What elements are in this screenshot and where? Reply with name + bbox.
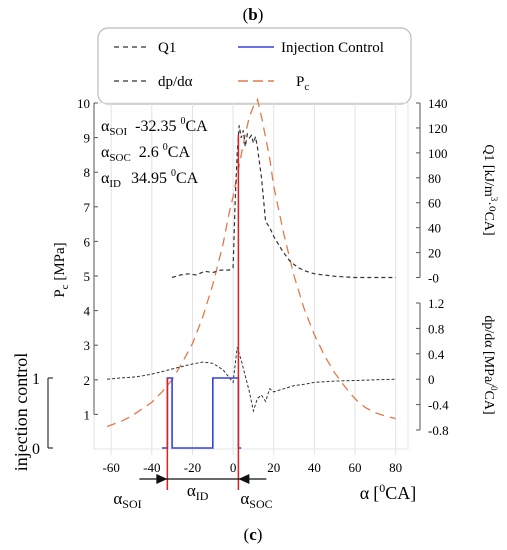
q1-tick-label: 80: [428, 171, 441, 186]
pc-tick-label: 9: [84, 131, 91, 146]
bottom-id-label: αID: [187, 481, 209, 503]
pc-tick-label: 3: [84, 338, 91, 353]
dp-tick-label: -0.8: [428, 423, 449, 438]
annotation-soi: αSOI -32.35 0CA: [101, 116, 208, 138]
legend-label-q1: Q1: [158, 40, 176, 56]
bottom-panel-label: (c): [244, 525, 263, 544]
x-tick-label: -20: [184, 460, 201, 475]
soc-arrow-head: [238, 474, 250, 484]
q1-tick-label: 20: [428, 246, 441, 261]
legend-box: [97, 27, 412, 105]
dp-tick-label: 0: [428, 372, 435, 387]
axes: -60 -40 -20 0 20 40 60 801234567891001-02040608…: [32, 96, 449, 475]
x-tick-label: 80: [389, 460, 402, 475]
annotation-block: αSOI -32.35 0CA αSOC 2.6 0CA αID 34.95 0CA: [101, 116, 208, 190]
series-injection-line: [162, 377, 242, 449]
q1-tick-label: 60: [428, 196, 441, 211]
injection-axis-title: injection control: [11, 353, 31, 471]
legend-label-injection: Injection Control: [281, 40, 384, 56]
pc-tick-label: 5: [84, 269, 91, 284]
dp-tick-label: 0.4: [428, 347, 445, 362]
series-dp-line: [107, 347, 396, 413]
x-tick-label: 40: [308, 460, 321, 475]
q1-tick-label: 120: [428, 121, 448, 136]
x-tick-label: -40: [143, 460, 160, 475]
pc-tick-label: 7: [84, 200, 91, 215]
injection-tick-label: 1: [32, 371, 40, 388]
bottom-soc-label: αSOC: [240, 489, 272, 511]
legend-label-pc: Pc: [296, 74, 309, 93]
pc-tick-label: 4: [84, 304, 91, 319]
x-tick-label: 0: [230, 460, 237, 475]
q1-tick-label: 140: [428, 96, 448, 111]
pc-tick-label: 10: [77, 96, 90, 111]
x-tick-label: -60: [102, 460, 119, 475]
dp-tick-label: 0.8: [428, 321, 444, 336]
series-q1-line: [171, 125, 396, 279]
x-axis-title: α [0CA]: [360, 481, 416, 503]
pc-tick-label: 1: [84, 407, 91, 422]
series-layer: [106, 97, 396, 490]
top-panel-label: (b): [243, 5, 264, 24]
legend-label-dp: dp/dα: [158, 74, 193, 90]
q1-tick-label: -0: [428, 271, 439, 286]
pc-tick-label: 2: [84, 373, 91, 388]
annotation-soc: αSOC 2.6 0CA: [101, 142, 190, 164]
series-pc-line: [106, 97, 396, 428]
x-grid: [110, 103, 397, 455]
q1-tick-label: 100: [428, 146, 448, 161]
pc-axis-title: Pc [MPa]: [52, 242, 71, 297]
q1-tick-label: 40: [428, 221, 441, 236]
pc-tick-label: 8: [84, 165, 91, 180]
x-tick-label: 60: [349, 460, 362, 475]
dp-tick-label: 1.2: [428, 296, 444, 311]
pc-tick-label: 6: [84, 234, 91, 249]
bottom-marks: αSOI αID αSOC: [113, 474, 273, 511]
bottom-soi-label: αSOI: [113, 489, 141, 511]
soi-arrow-head: [156, 474, 168, 484]
annotation-id: αID 34.95 0CA: [101, 168, 199, 190]
dp-tick-label: -0.4: [428, 398, 449, 413]
dp-axis-title: dp/dα [MPa/0CA]: [481, 315, 499, 414]
x-tick-label: 20: [267, 460, 280, 475]
injection-tick-label: 0: [32, 441, 40, 458]
q1-axis-title: Q1 [kJ/m3·⁰CA]: [481, 144, 499, 235]
